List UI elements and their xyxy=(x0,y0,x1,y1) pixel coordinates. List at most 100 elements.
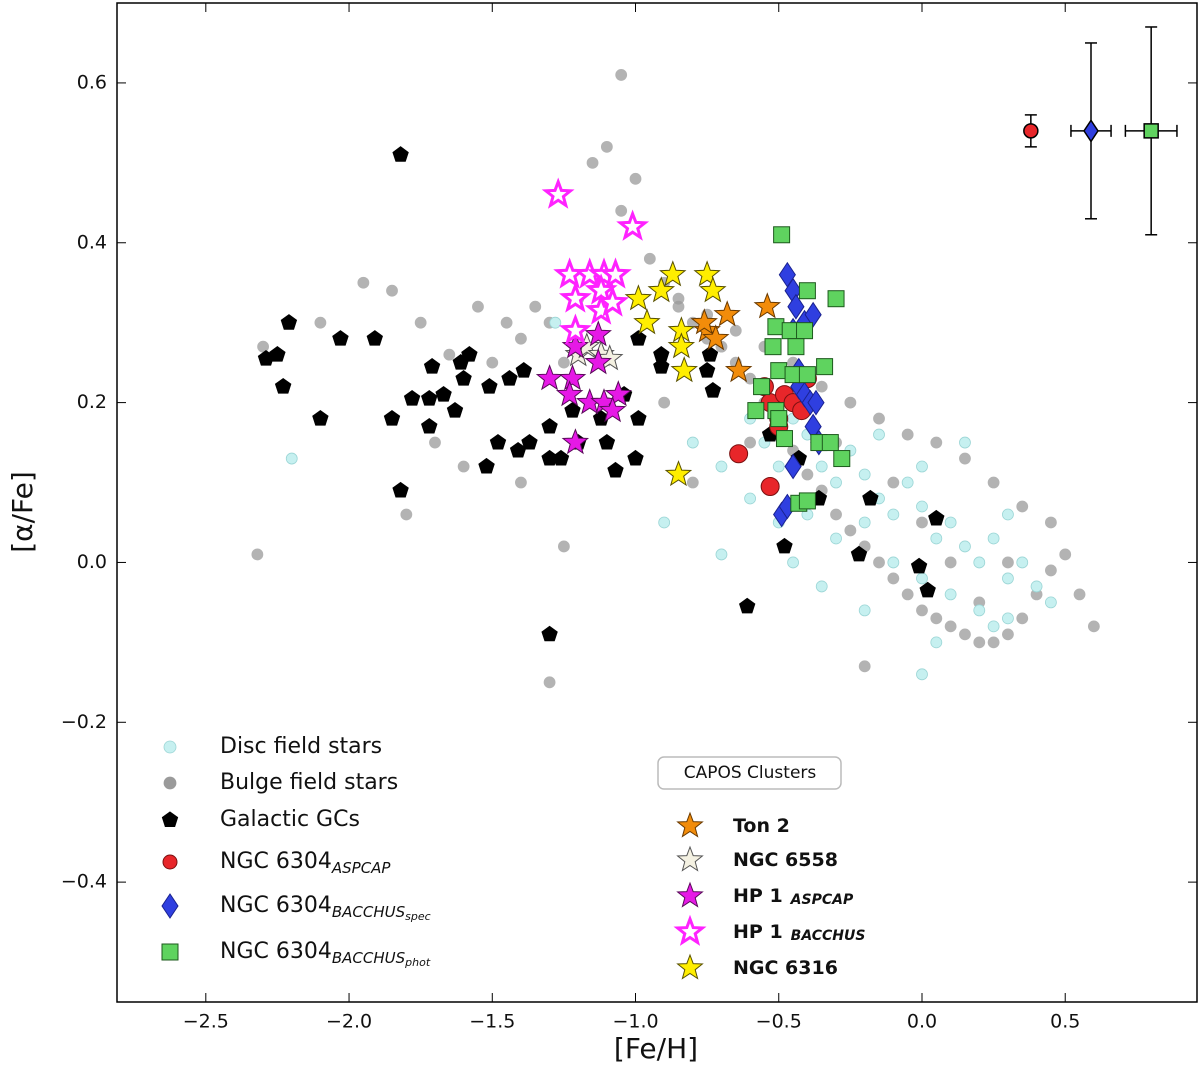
point xyxy=(916,460,928,473)
x-tick-label: −0.5 xyxy=(756,1011,802,1033)
legend-marker xyxy=(676,881,704,908)
point xyxy=(772,460,785,473)
legend-label: NGC 6304ASPCAP xyxy=(220,849,391,877)
point xyxy=(987,620,1000,633)
point xyxy=(1002,508,1014,521)
point xyxy=(403,389,421,406)
point xyxy=(781,322,799,340)
legend-marker xyxy=(161,893,179,919)
point xyxy=(713,300,741,327)
point xyxy=(584,348,612,375)
point xyxy=(392,481,409,498)
point xyxy=(629,172,642,185)
point xyxy=(959,540,971,553)
point xyxy=(944,620,957,633)
point xyxy=(599,257,632,289)
point xyxy=(702,324,730,351)
point xyxy=(443,348,456,361)
point xyxy=(739,597,756,614)
point xyxy=(1083,119,1099,143)
series xyxy=(690,292,782,383)
legend-label: HP 1 BACCHUS xyxy=(733,921,865,945)
point xyxy=(916,516,928,529)
point xyxy=(643,252,656,265)
point xyxy=(285,452,298,465)
point xyxy=(830,532,842,545)
point xyxy=(647,276,676,303)
point xyxy=(873,428,885,441)
point xyxy=(552,449,570,466)
point xyxy=(944,556,957,569)
legend-name: Galactic GCs xyxy=(220,807,360,832)
point xyxy=(541,625,558,642)
point xyxy=(314,316,327,329)
point xyxy=(1044,596,1057,609)
point xyxy=(607,461,624,478)
point xyxy=(269,345,286,362)
legend-label: NGC 6558 xyxy=(733,849,838,871)
point xyxy=(764,338,782,356)
point xyxy=(658,516,671,529)
legend-label: Bulge field stars xyxy=(220,770,398,795)
point xyxy=(815,580,828,593)
point xyxy=(827,290,845,308)
legend-label: NGC 6304BACCHUSspec xyxy=(220,893,431,923)
legend-label: Disc field stars xyxy=(220,734,382,759)
point xyxy=(987,476,1000,489)
point xyxy=(959,628,971,641)
point xyxy=(435,385,452,402)
point xyxy=(690,308,718,335)
point xyxy=(1073,588,1086,601)
point xyxy=(1002,612,1014,625)
point xyxy=(873,556,885,569)
point xyxy=(901,476,914,489)
point xyxy=(501,369,518,386)
legend-label: Ton 2 xyxy=(733,815,790,837)
point xyxy=(844,524,857,537)
point xyxy=(873,412,885,425)
y-tick-label: 0.0 xyxy=(77,551,107,573)
point xyxy=(1016,500,1029,513)
point xyxy=(815,460,828,473)
point xyxy=(944,516,957,529)
point xyxy=(887,508,900,521)
point xyxy=(280,314,298,330)
point xyxy=(667,332,696,359)
point xyxy=(400,508,413,521)
legend-label: HP 1 ASPCAP xyxy=(733,885,854,909)
point xyxy=(887,572,900,585)
point xyxy=(753,292,782,319)
legend-name: NGC 6304 xyxy=(220,849,332,874)
point xyxy=(773,226,791,244)
point xyxy=(446,401,464,418)
point xyxy=(429,436,441,449)
legend-title: CAPOS Clusters xyxy=(684,763,817,783)
point xyxy=(770,362,788,380)
legend-name: HP 1 xyxy=(733,885,783,907)
legend-marker xyxy=(676,953,704,980)
point xyxy=(850,545,868,562)
point xyxy=(421,389,438,406)
point xyxy=(1143,123,1159,139)
point xyxy=(541,177,575,209)
point xyxy=(729,444,749,464)
point xyxy=(715,548,728,561)
point xyxy=(561,428,590,455)
legend-name: Bulge field stars xyxy=(220,770,398,795)
point xyxy=(383,409,401,426)
point xyxy=(616,209,650,241)
legend-title-box xyxy=(657,756,842,790)
point xyxy=(521,433,538,450)
legend-name: NGC 6558 xyxy=(733,849,838,871)
point xyxy=(798,282,816,300)
point xyxy=(858,468,871,481)
point xyxy=(776,537,793,554)
point xyxy=(987,532,1000,545)
legend-marker xyxy=(161,943,179,961)
legend-marker xyxy=(163,740,177,754)
y-tick-label: 0.4 xyxy=(77,231,107,253)
point xyxy=(686,476,699,489)
point xyxy=(414,316,427,329)
x-tick-label: −2.5 xyxy=(183,1011,229,1033)
